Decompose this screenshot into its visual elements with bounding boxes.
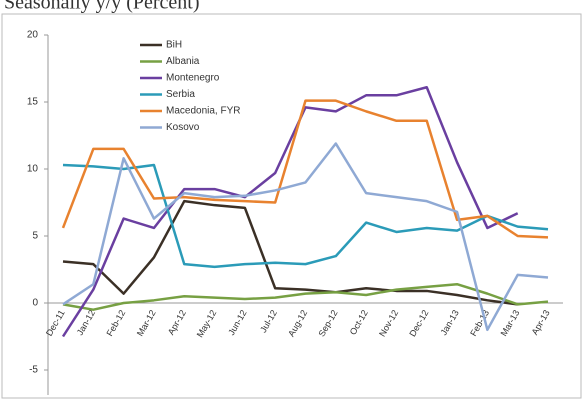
x-tick-label: Oct-12: [348, 308, 370, 336]
x-tick-label: Mar-13: [499, 308, 522, 338]
x-tick-label: Jan-13: [438, 308, 460, 337]
y-tick-label: 20: [27, 30, 39, 41]
series-line: [61, 86, 519, 338]
legend-label: Montenegro: [166, 73, 220, 84]
series-line: [62, 163, 549, 269]
chart-frame: [1, 13, 582, 399]
series-line: [61, 99, 549, 239]
x-tick-label: Feb-12: [104, 308, 127, 338]
x-tick-label: Mar-12: [135, 308, 158, 338]
x-tick-label: Nov-12: [377, 308, 400, 338]
y-tick-label: 5: [32, 231, 38, 242]
y-tick-label: 15: [27, 97, 39, 108]
x-tick-label: Feb-13: [468, 308, 491, 338]
x-tick-label: Jul-12: [258, 308, 279, 334]
legend-label: BiH: [166, 40, 182, 51]
y-tick-label: 10: [27, 164, 39, 175]
x-tick-label: Dec-12: [407, 308, 430, 338]
y-tick-label: 0: [32, 298, 38, 309]
x-tick-label: Apr-12: [166, 308, 188, 336]
legend-label: Albania: [166, 56, 200, 67]
x-tick-label: Dec-11: [44, 308, 67, 338]
x-tick-label: Jun-12: [226, 308, 248, 337]
series-line: [62, 282, 549, 311]
legend-label: Kosovo: [166, 122, 200, 133]
chart-title: Seasonally y/y (Percent): [4, 0, 200, 14]
series-line: [62, 142, 549, 332]
legend-label: Macedonia, FYR: [166, 106, 240, 117]
legend-label: Serbia: [166, 89, 195, 100]
x-tick-label: Aug-12: [286, 308, 309, 338]
x-tick-label: May-12: [195, 308, 219, 339]
series-line: [62, 199, 518, 306]
x-tick-label: Apr-13: [530, 308, 552, 336]
x-tick-label: Sep-12: [316, 308, 339, 338]
y-tick-label: -5: [29, 365, 38, 376]
